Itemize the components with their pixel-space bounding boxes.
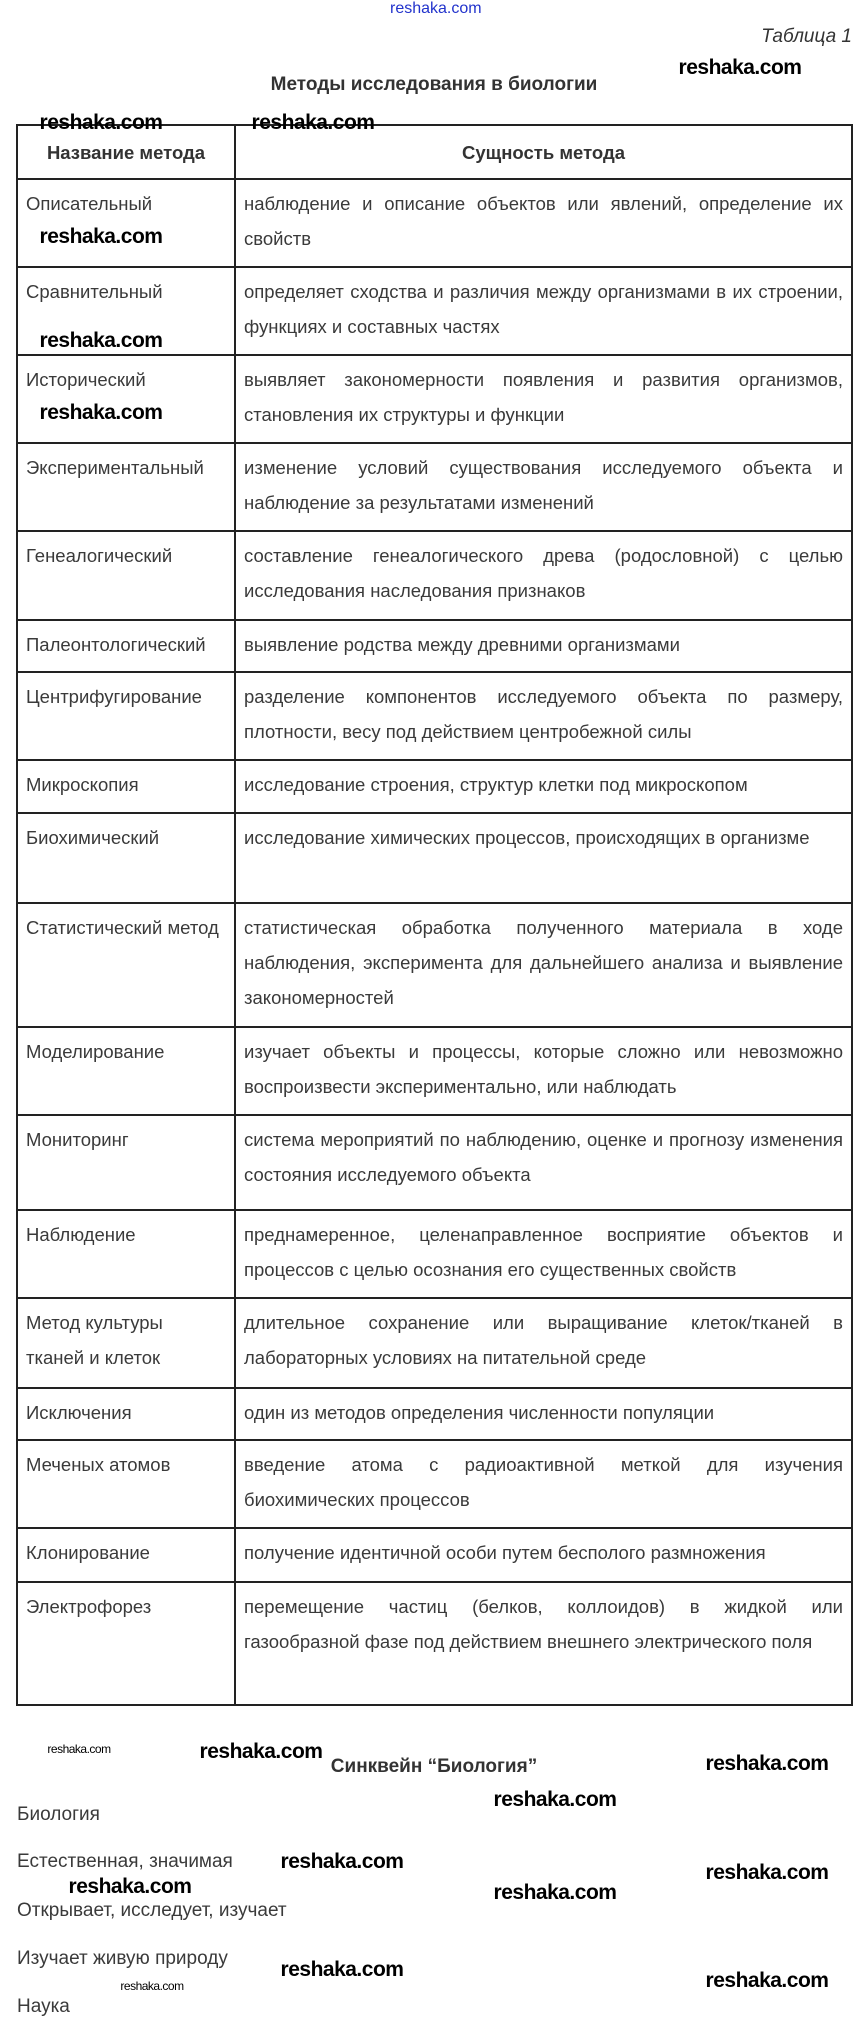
method-essence-cell: составление генеалогического древа (родо…	[234, 530, 853, 621]
method-essence-cell: изменение условий существования исследуе…	[234, 442, 853, 532]
watermark: reshaka.com	[493, 1881, 617, 1904]
table-row: Электрофорез перемещение частиц (белков, …	[16, 1581, 853, 1706]
watermark: reshaka.com	[39, 329, 163, 352]
watermark: reshaka.com	[705, 1861, 829, 1884]
method-essence-cell: разделение компонентов исследуемого объе…	[234, 671, 853, 761]
method-name-cell: Электрофорез	[16, 1581, 236, 1706]
table-row: Генеалогический составление генеалогическ…	[16, 530, 853, 621]
method-essence-cell: наблюдение и описание объектов или явлен…	[234, 178, 853, 268]
method-essence-cell: система мероприятий по наблюдению, оценк…	[234, 1114, 853, 1211]
method-essence-cell: перемещение частиц (белков, коллоидов) в…	[234, 1581, 853, 1706]
method-name-cell: Микроскопия	[16, 759, 236, 814]
table-row: Исключения один из методов определения чи…	[16, 1387, 853, 1441]
method-essence-cell: выявление родства между древними организ…	[234, 619, 853, 673]
watermark: reshaka.com	[39, 225, 163, 248]
method-essence-cell: исследование химических процессов, проис…	[234, 812, 853, 904]
table-row: Статистический метод статистическая обраб…	[16, 902, 853, 1028]
syncwine-line: Биология	[17, 1804, 100, 1825]
table-row: Меченых атомов введение атома с радиоакти…	[16, 1439, 853, 1529]
method-essence-cell: выявляет закономерности появления и разв…	[234, 354, 853, 444]
header-method-name: Название метода	[16, 124, 236, 180]
method-essence-cell: длительное сохранение или выращивание кл…	[234, 1297, 853, 1389]
watermark: reshaka.com	[120, 1979, 184, 1993]
method-essence-cell: изучает объекты и процессы, которые слож…	[234, 1026, 853, 1116]
watermark: reshaka.com	[47, 1742, 111, 1756]
syncwine-line: Естественная, значимая	[17, 1851, 233, 1872]
method-name-cell: Описательный	[16, 178, 236, 268]
syncwine-line: Изучает живую природу	[17, 1948, 228, 1969]
table-row: Центрифугирование разделение компонентов …	[16, 671, 853, 761]
table-caption: Таблица 1	[761, 26, 852, 47]
watermark: reshaka.com	[39, 111, 163, 134]
method-name-cell: Генеалогический	[16, 530, 236, 621]
page-title: Методы исследования в биологии	[270, 74, 598, 95]
table-row: Описательный наблюдение и описание объект…	[16, 178, 853, 268]
watermark: reshaka.com	[251, 111, 375, 134]
watermark: reshaka.com	[68, 1875, 192, 1898]
methods-table: Название метода Сущность метода Описател…	[16, 124, 853, 1706]
watermark: reshaka.com	[199, 1740, 323, 1763]
method-name-cell: Метод культуры тканей и клеток	[16, 1297, 236, 1389]
method-name-cell: Сравнительный	[16, 266, 236, 356]
method-name-cell: Исключения	[16, 1387, 236, 1441]
method-name-cell: Моделирование	[16, 1026, 236, 1116]
watermark: reshaka.com	[493, 1788, 617, 1811]
table-row: Клонирование получение идентичной особи п…	[16, 1527, 853, 1583]
table-row: Биохимический исследование химических про…	[16, 812, 853, 904]
table-row: Палеонтологический выявление родства межд…	[16, 619, 853, 673]
syncwine-line: Наука	[17, 1996, 70, 2017]
method-essence-cell: один из методов определения численности …	[234, 1387, 853, 1441]
method-essence-cell: введение атома с радиоактивной меткой дл…	[234, 1439, 853, 1529]
method-essence-cell: определяет сходства и различия между орг…	[234, 266, 853, 356]
syncwine-line: Открывает, исследует, изучает	[17, 1900, 287, 1921]
table-row: Исторический выявляет закономерности появ…	[16, 354, 853, 444]
table-row: Микроскопия исследование строения, структ…	[16, 759, 853, 814]
watermark: reshaka.com	[280, 1850, 404, 1873]
table-row: Наблюдение преднамеренное, целенаправленн…	[16, 1209, 853, 1299]
method-name-cell: Наблюдение	[16, 1209, 236, 1299]
header-method-essence: Сущность метода	[234, 124, 853, 180]
table-row: Сравнительный определяет сходства и разли…	[16, 266, 853, 356]
method-name-cell: Биохимический	[16, 812, 236, 904]
method-name-cell: Клонирование	[16, 1527, 236, 1583]
method-name-cell: Палеонтологический	[16, 619, 236, 673]
watermark: reshaka.com	[705, 1752, 829, 1775]
table-header-row: Название метода Сущность метода	[16, 124, 853, 180]
table-row: Моделирование изучает объекты и процессы,…	[16, 1026, 853, 1116]
syncwine-title: Синквейн “Биология”	[330, 1756, 538, 1777]
method-name-cell: Центрифугирование	[16, 671, 236, 761]
table-row: Экспериментальный изменение условий сущес…	[16, 442, 853, 532]
method-name-cell: Экспериментальный	[16, 442, 236, 532]
method-name-cell: Меченых атомов	[16, 1439, 236, 1529]
table-row: Метод культуры тканей и клеток длительное…	[16, 1297, 853, 1389]
method-essence-cell: получение идентичной особи путем бесполо…	[234, 1527, 853, 1583]
method-name-cell: Статистический метод	[16, 902, 236, 1028]
watermark: reshaka.com	[705, 1969, 829, 1992]
method-essence-cell: статистическая обработка полученного мат…	[234, 902, 853, 1028]
watermark: reshaka.com	[678, 56, 802, 79]
method-name-cell: Мониторинг	[16, 1114, 236, 1211]
watermark: reshaka.com	[280, 1958, 404, 1981]
watermark: reshaka.com	[39, 401, 163, 424]
method-name-cell: Исторический	[16, 354, 236, 444]
method-essence-cell: преднамеренное, целенаправленное восприя…	[234, 1209, 853, 1299]
watermark-logo: reshaka.com	[390, 0, 482, 17]
method-essence-cell: исследование строения, структур клетки п…	[234, 759, 853, 814]
table-row: Мониторинг система мероприятий по наблюде…	[16, 1114, 853, 1211]
